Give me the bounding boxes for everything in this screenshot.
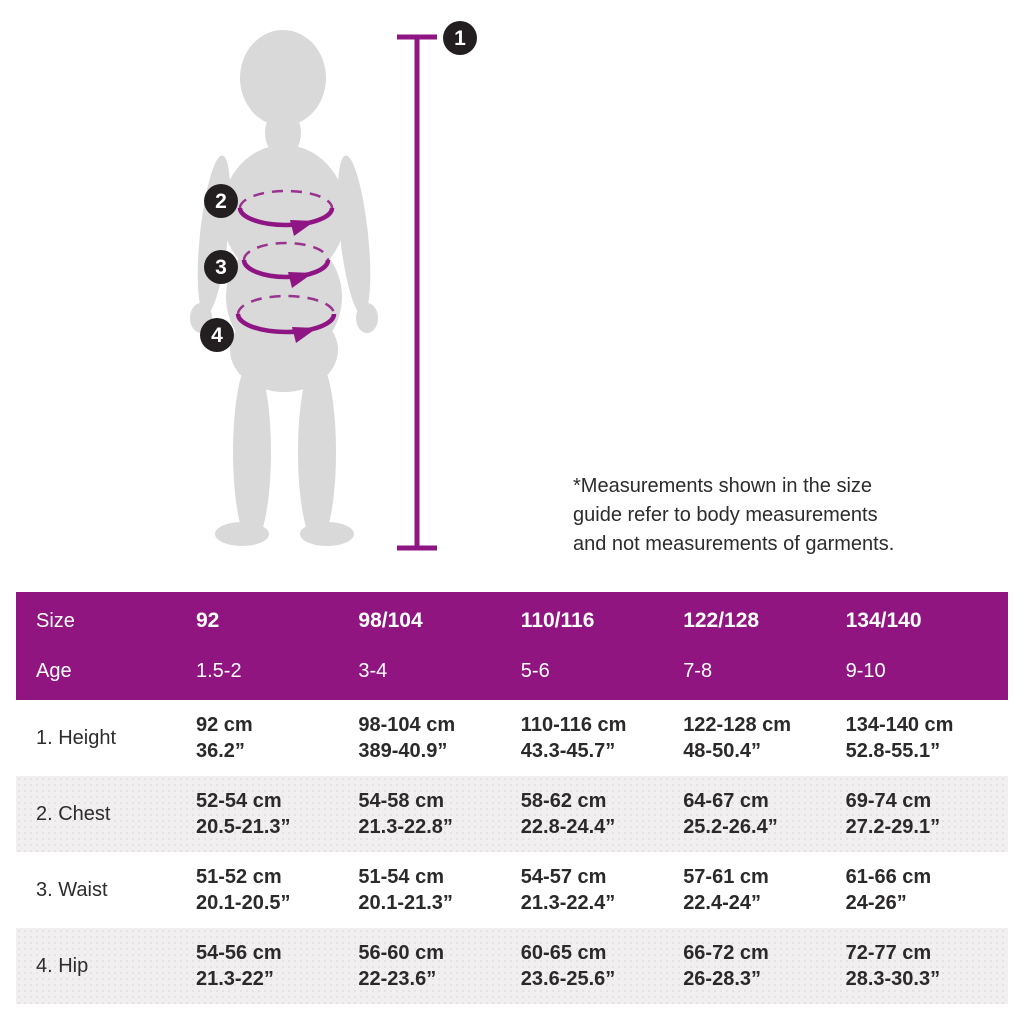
child-silhouette xyxy=(190,30,378,546)
hip-cell-122-128: 66-72 cm 26-28.3” xyxy=(683,940,845,992)
size-col-134-140: 134/140 xyxy=(845,609,922,632)
size-header-label: Size xyxy=(36,610,75,632)
row-label-chest: 2. Chest xyxy=(36,802,111,825)
inch-value: 36.2” xyxy=(196,740,245,762)
cm-value: 51-54 cm xyxy=(358,866,445,888)
cm-value: 92 cm xyxy=(196,714,253,736)
chest-measure-ellipse xyxy=(237,189,335,236)
waist-cell-134-140: 61-66 cm 24-26” xyxy=(846,864,1008,916)
height-measure-line xyxy=(397,34,437,551)
inch-value: 23.6-25.6” xyxy=(520,968,616,990)
cm-value: 64-67 cm xyxy=(683,790,769,812)
inch-value: 27.2-29.1” xyxy=(845,816,941,838)
size-col-110-116: 110/116 xyxy=(520,609,595,632)
child-silhouette-graphic xyxy=(190,30,437,551)
measurement-note: *Measurements shown in the size guide re… xyxy=(573,475,895,555)
age-col-3: 5-6 xyxy=(520,660,550,682)
marker-badge-waist: 3 xyxy=(204,250,238,284)
waist-measure-ellipse xyxy=(241,241,331,288)
inch-value: 389-40.9” xyxy=(358,740,448,762)
hip-cell-134-140: 72-77 cm 28.3-30.3” xyxy=(846,940,1008,992)
cm-value: 58-62 cm xyxy=(520,790,607,812)
inch-value: 43.3-45.7” xyxy=(520,740,616,762)
chest-cell-134-140: 69-74 cm 27.2-29.1” xyxy=(846,788,1008,840)
height-cell-92: 92 cm 36.2” xyxy=(196,712,358,764)
hip-cell-110-116: 60-65 cm 23.6-25.6” xyxy=(521,940,683,992)
cm-value: 57-61 cm xyxy=(683,866,769,888)
chest-cell-92: 52-54 cm 20.5-21.3” xyxy=(196,788,358,840)
inch-value: 20.1-20.5” xyxy=(196,892,291,914)
chest-cell-110-116: 58-62 cm 22.8-24.4” xyxy=(521,788,683,840)
inch-value: 48-50.4” xyxy=(683,740,762,762)
inch-value: 21.3-22” xyxy=(196,968,274,990)
table-row-chest: 2. Chest 52-54 cm 20.5-21.3” 54-58 cm 21… xyxy=(16,776,1008,852)
row-label-height: 1. Height xyxy=(36,726,117,749)
inch-value: 20.5-21.3” xyxy=(196,816,291,838)
age-header-row: Age 1.5-2 3-4 5-6 7-8 9-10 xyxy=(16,658,1008,684)
cm-value: 51-52 cm xyxy=(196,866,282,888)
cm-value: 54-57 cm xyxy=(520,866,607,888)
table-row-hip: 4. Hip 54-56 cm 21.3-22” 56-60 cm 22-23.… xyxy=(16,928,1008,1004)
inch-value: 28.3-30.3” xyxy=(845,968,941,990)
inch-value: 22.4-24” xyxy=(683,892,762,914)
waist-cell-122-128: 57-61 cm 22.4-24” xyxy=(683,864,845,916)
age-col-4: 7-8 xyxy=(683,660,713,682)
row-label-hip: 4. Hip xyxy=(36,954,89,977)
marker-badge-chest: 2 xyxy=(204,184,238,218)
waist-cell-98-104: 51-54 cm 20.1-21.3” xyxy=(358,864,520,916)
inch-value: 22.8-24.4” xyxy=(520,816,616,838)
hip-cell-98-104: 56-60 cm 22-23.6” xyxy=(358,940,520,992)
inch-value: 26-28.3” xyxy=(683,968,762,990)
age-col-5: 9-10 xyxy=(845,660,886,682)
cm-value: 110-116 cm xyxy=(520,714,627,736)
cm-value: 56-60 cm xyxy=(358,942,445,964)
row-label-waist: 3. Waist xyxy=(36,878,108,901)
waist-cell-110-116: 54-57 cm 21.3-22.4” xyxy=(521,864,683,916)
cm-value: 134-140 cm xyxy=(845,714,954,736)
size-header-row: Size 92 98/104 110/116 122/128 134/140 xyxy=(16,608,1008,634)
cm-value: 72-77 cm xyxy=(845,942,932,964)
cm-value: 69-74 cm xyxy=(845,790,932,812)
table-row-height: 1. Height 92 cm 36.2” 98-104 cm 389-40.9… xyxy=(16,700,1008,776)
cm-value: 66-72 cm xyxy=(683,942,769,964)
cm-value: 54-56 cm xyxy=(196,942,282,964)
size-col-92: 92 xyxy=(196,609,220,632)
cm-value: 61-66 cm xyxy=(845,866,932,888)
waist-cell-92: 51-52 cm 20.1-20.5” xyxy=(196,864,358,916)
inch-value: 25.2-26.4” xyxy=(683,816,778,838)
measurement-figure: 1 2 3 4 xyxy=(190,21,477,551)
size-table-header: Size 92 98/104 110/116 122/128 134/140 A… xyxy=(16,592,1008,700)
cm-value: 52-54 cm xyxy=(196,790,282,812)
inch-value: 22-23.6” xyxy=(358,968,437,990)
table-row-waist: 3. Waist 51-52 cm 20.1-20.5” 51-54 cm 20… xyxy=(16,852,1008,928)
inch-value: 52.8-55.1” xyxy=(845,740,941,762)
hip-measure-ellipse xyxy=(235,294,337,343)
inch-value: 24-26” xyxy=(845,892,907,914)
age-col-1: 1.5-2 xyxy=(196,660,242,682)
marker-badge-height: 1 xyxy=(443,21,477,55)
inch-value: 20.1-21.3” xyxy=(358,892,453,914)
chest-cell-122-128: 64-67 cm 25.2-26.4” xyxy=(683,788,845,840)
chest-cell-98-104: 54-58 cm 21.3-22.8” xyxy=(358,788,520,840)
height-cell-110-116: 110-116 cm 43.3-45.7” xyxy=(521,712,683,764)
cm-value: 98-104 cm xyxy=(358,714,456,736)
size-col-98-104: 98/104 xyxy=(358,609,423,632)
inch-value: 21.3-22.4” xyxy=(520,892,616,914)
height-cell-122-128: 122-128 cm 48-50.4” xyxy=(683,712,845,764)
height-cell-98-104: 98-104 cm 389-40.9” xyxy=(358,712,520,764)
marker-badge-hip: 4 xyxy=(200,318,234,352)
inch-value: 21.3-22.8” xyxy=(358,816,453,838)
age-col-2: 3-4 xyxy=(358,660,388,682)
cm-value: 122-128 cm xyxy=(683,714,792,736)
height-cell-134-140: 134-140 cm 52.8-55.1” xyxy=(846,712,1008,764)
cm-value: 54-58 cm xyxy=(358,790,445,812)
cm-value: 60-65 cm xyxy=(520,942,607,964)
age-header-label: Age xyxy=(36,660,72,682)
size-table: Size 92 98/104 110/116 122/128 134/140 A… xyxy=(16,592,1008,1004)
size-col-122-128: 122/128 xyxy=(683,609,760,632)
hip-cell-92: 54-56 cm 21.3-22” xyxy=(196,940,358,992)
